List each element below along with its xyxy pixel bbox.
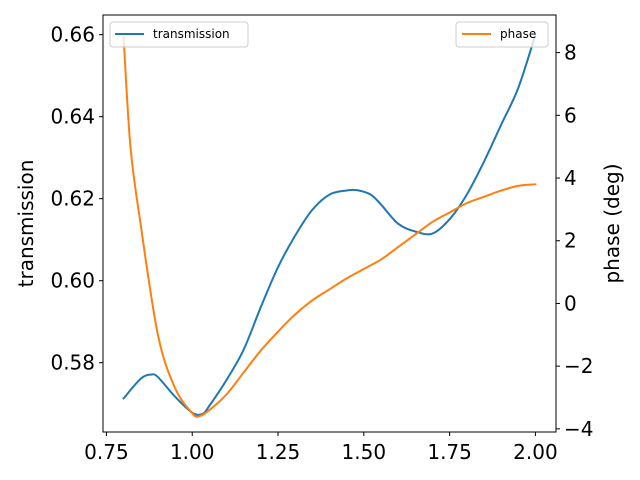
y-right-tick-label: −2 bbox=[564, 354, 593, 378]
x-axis: 0.75 1.00 1.25 1.50 1.75 2.00 bbox=[84, 432, 558, 464]
y-left-axis: 0.58 0.60 0.62 0.64 0.66 bbox=[50, 23, 103, 375]
y-right-axis: −4 −2 0 2 4 6 8 bbox=[556, 41, 593, 441]
x-tick-label: 0.75 bbox=[84, 440, 129, 464]
y-right-tick-label: −4 bbox=[564, 417, 593, 441]
legend-label-phase: phase bbox=[500, 27, 536, 41]
y-right-tick-label: 8 bbox=[564, 41, 577, 65]
y-left-tick-label: 0.64 bbox=[50, 105, 95, 129]
plot-frame bbox=[102, 14, 557, 433]
y-right-axis-title: phase (deg) bbox=[600, 163, 624, 283]
y-right-tick-label: 4 bbox=[564, 166, 577, 190]
x-tick-label: 1.50 bbox=[342, 440, 387, 464]
x-tick-label: 1.25 bbox=[256, 440, 301, 464]
y-right-tick-label: 6 bbox=[564, 103, 577, 127]
x-tick-label: 1.00 bbox=[170, 440, 215, 464]
x-tick-label: 2.00 bbox=[513, 440, 558, 464]
legend-box bbox=[109, 21, 249, 48]
y-left-tick-label: 0.58 bbox=[50, 351, 95, 375]
y-right-tick-label: 0 bbox=[564, 291, 577, 315]
y-left-tick-label: 0.66 bbox=[50, 23, 95, 47]
y-left-tick-label: 0.60 bbox=[50, 269, 95, 293]
y-left-tick-label: 0.62 bbox=[50, 187, 95, 211]
legend-box bbox=[455, 21, 549, 48]
legend-transmission: transmission bbox=[109, 21, 249, 48]
y-right-tick-label: 2 bbox=[564, 229, 577, 253]
legend-label-transmission: transmission bbox=[153, 27, 230, 41]
legend-phase: phase bbox=[455, 21, 549, 48]
series-line-transmission bbox=[122, 33, 537, 416]
series-layer bbox=[122, 33, 537, 418]
series-line-phase bbox=[122, 35, 537, 418]
x-tick-label: 1.75 bbox=[427, 440, 472, 464]
y-left-axis-title: transmission bbox=[14, 160, 38, 288]
